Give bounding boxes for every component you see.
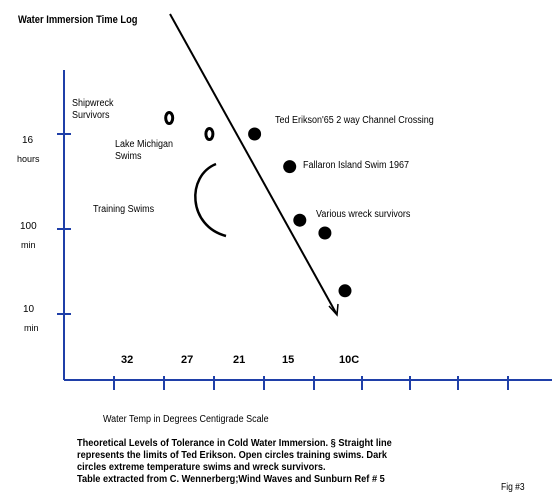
annotation-wreck: Various wreck survivors — [316, 209, 411, 220]
annotation-shipwreck: Shipwreck Survivors — [72, 98, 114, 121]
x-tick-label: 15 — [282, 354, 295, 366]
open-circle-point — [164, 111, 175, 125]
caption-line: represents the limits of Ted Erikson. Op… — [77, 449, 387, 461]
y-tick-unit: min — [24, 323, 39, 333]
figure-caption: Theoretical Levels of Tolerance in Cold … — [77, 437, 394, 485]
annotation-fallaron: Fallaron Island Swim 1967 — [303, 160, 410, 171]
annotation-training: Training Swims — [93, 204, 155, 215]
filled-circle-point — [293, 213, 307, 227]
x-tick-label: 21 — [233, 354, 246, 366]
data-markers — [164, 111, 352, 298]
y-tick-label: 16 — [22, 135, 34, 146]
x-axis-label: Water Temp in Degrees Centigrade Scale — [103, 414, 269, 425]
caption-line: Table extracted from C. Wennerberg;Wind … — [77, 473, 385, 485]
filled-circle-point — [338, 284, 352, 298]
caption-line: Theoretical Levels of Tolerance in Cold … — [77, 437, 392, 449]
training-swims-arc — [194, 162, 227, 238]
y-tick-label: 10 — [23, 304, 35, 315]
open-circle-point — [204, 127, 215, 141]
x-tick-label: 32 — [121, 354, 134, 366]
x-tick-marks — [113, 376, 509, 390]
filled-circle-point — [318, 226, 332, 240]
chart-title: Water Immersion Time Log — [18, 14, 138, 26]
caption-line: circles extreme temperature swims and wr… — [77, 461, 326, 473]
x-tick-label: 10C — [339, 354, 360, 366]
x-tick-label: 27 — [181, 354, 194, 366]
y-tick-unit: hours — [17, 154, 40, 164]
figure-label: Fig #3 — [501, 482, 525, 493]
limit-line-arrowhead — [328, 303, 339, 317]
erikson-limit-line — [169, 13, 337, 314]
filled-circle-point — [283, 160, 297, 174]
filled-circle-point — [248, 127, 262, 141]
y-tick-label: 100 — [20, 221, 37, 232]
annotation-erikson: Ted Erikson'65 2 way Channel Crossing — [275, 115, 434, 126]
annotation-lake-michigan: Lake Michigan Swims — [115, 139, 174, 162]
y-tick-unit: min — [21, 240, 36, 250]
